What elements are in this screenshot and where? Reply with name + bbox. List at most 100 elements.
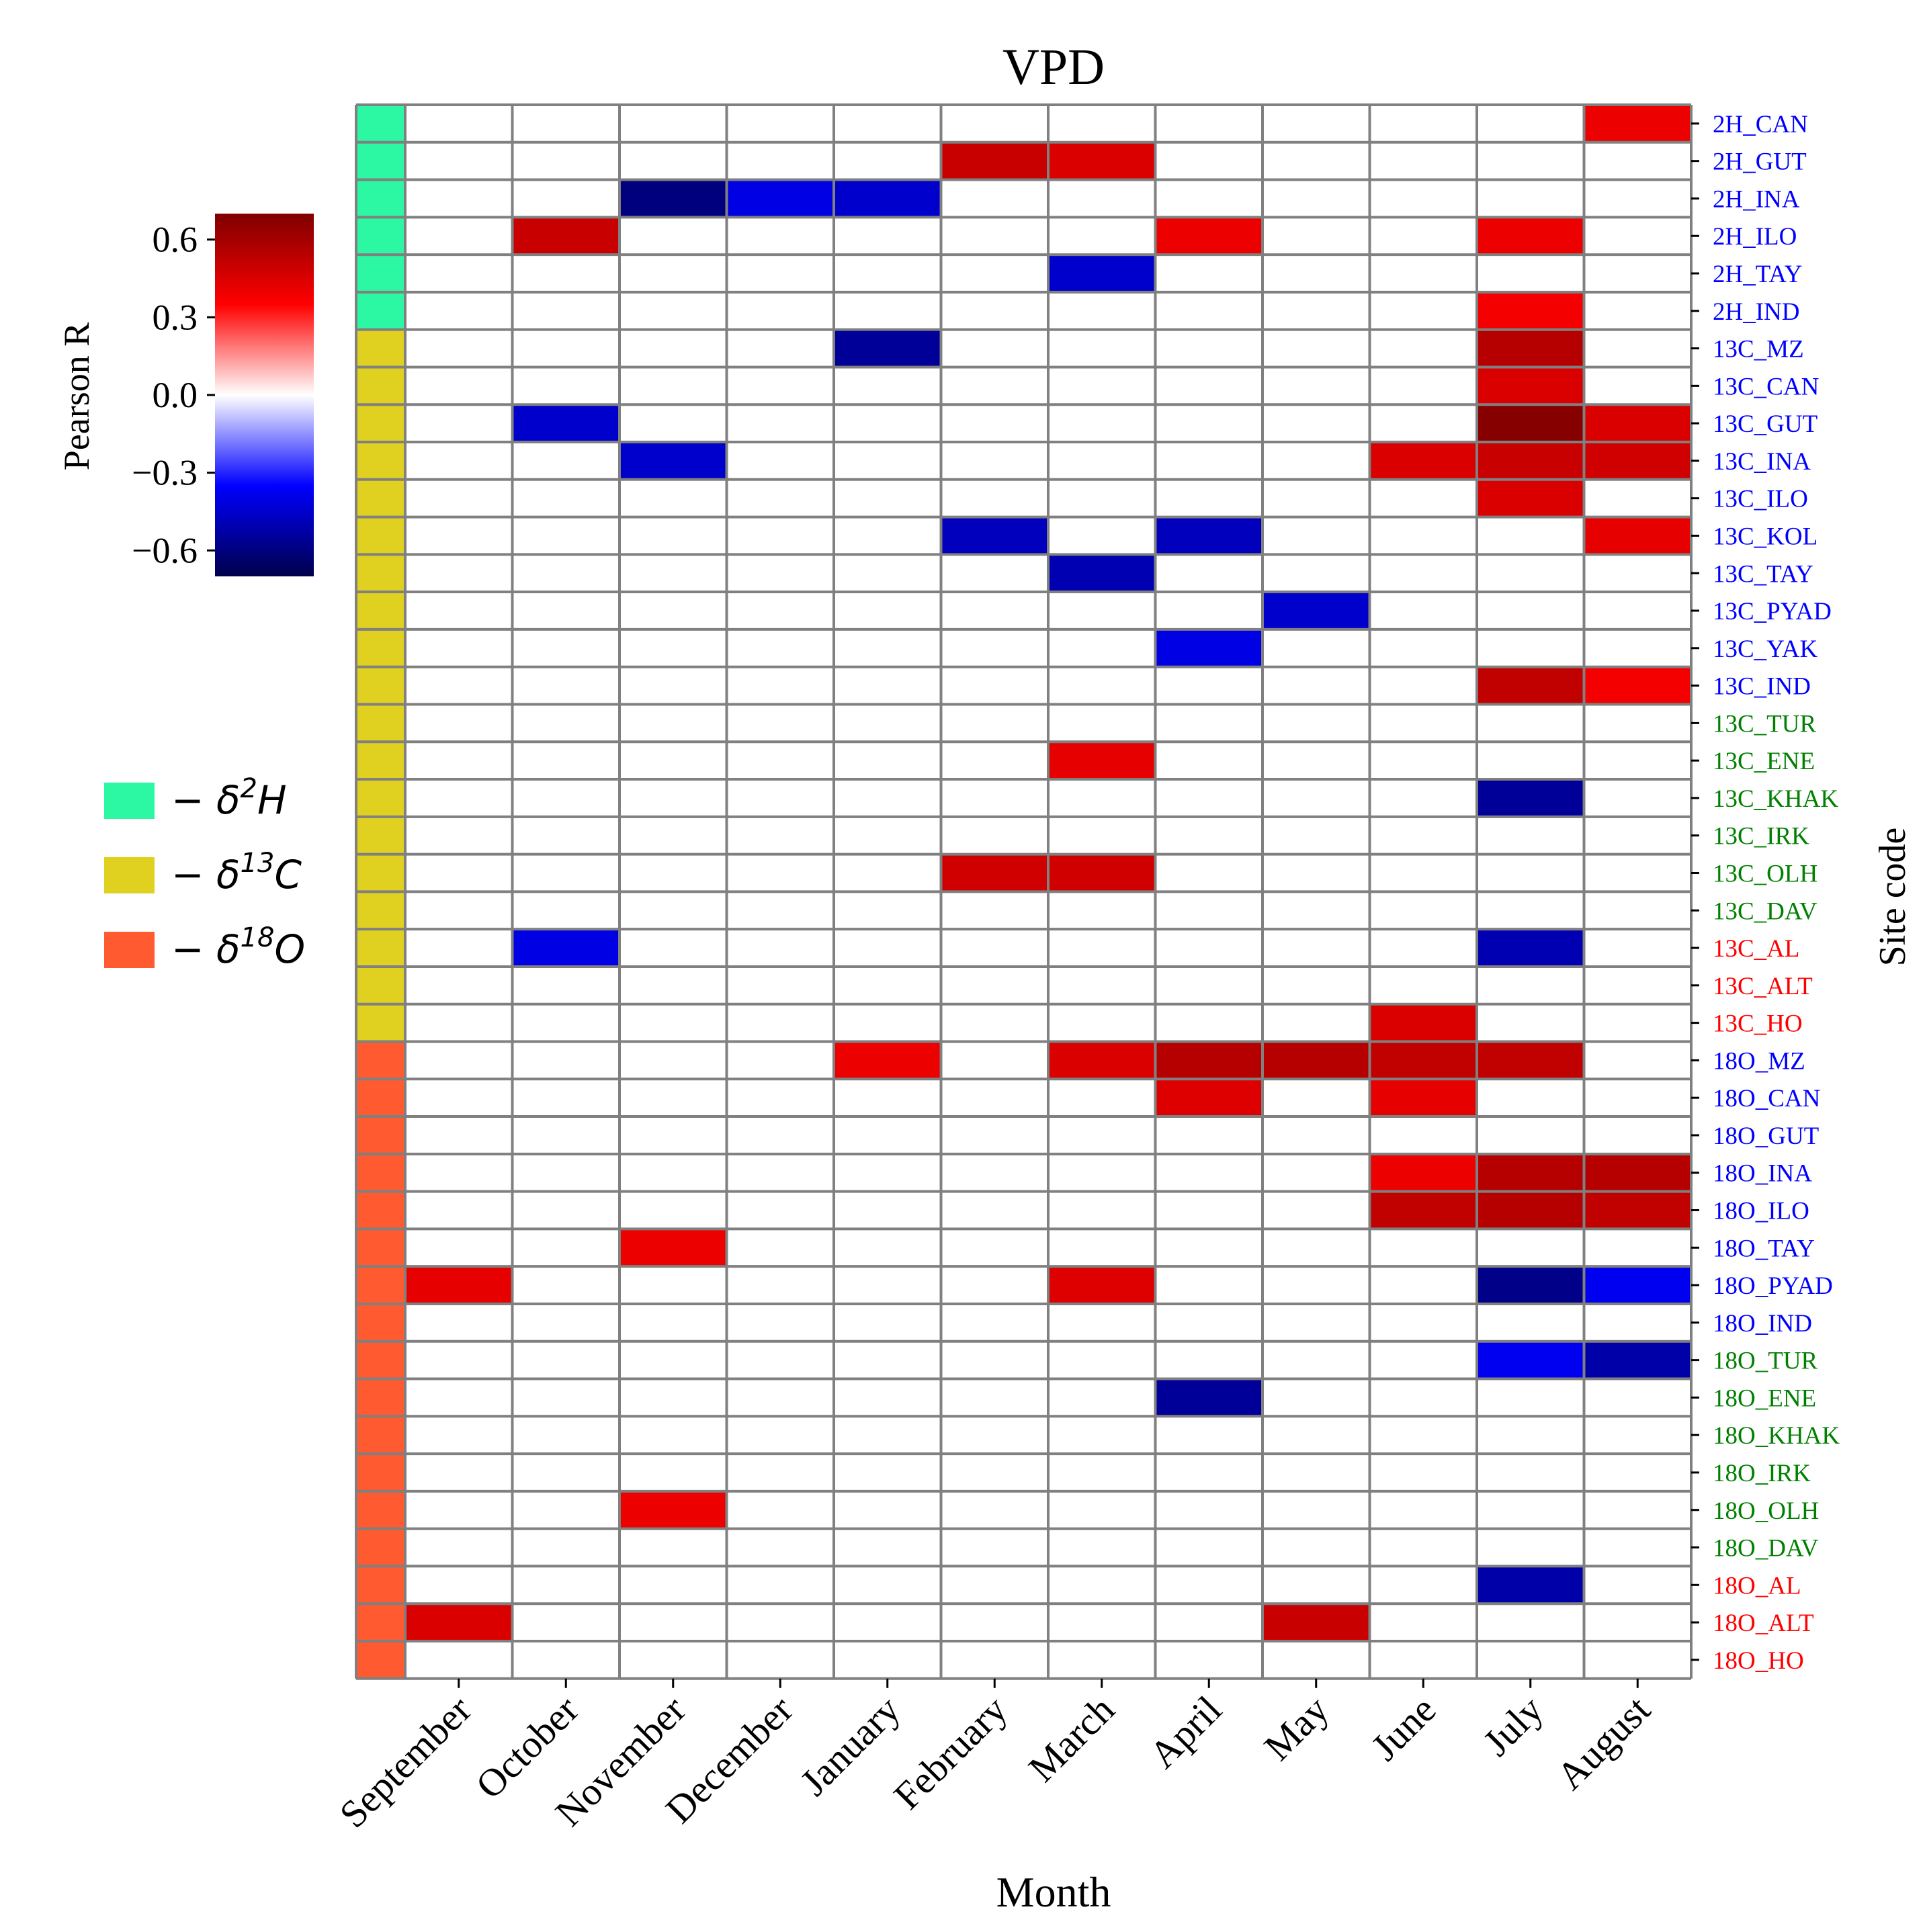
- x-tick-label: June: [1363, 1687, 1444, 1769]
- heatmap-cell: [834, 1041, 941, 1080]
- group-color-strip: [356, 105, 405, 1679]
- group-strip-cell: [356, 704, 405, 742]
- y-tick-label: 18O_PYAD: [1713, 1272, 1833, 1300]
- heatmap-cell: [1155, 629, 1263, 667]
- y-tick-label: 13C_HO: [1713, 1010, 1803, 1038]
- colorbar-label: Pearson R: [56, 322, 97, 470]
- heatmap-cell: [1477, 1341, 1584, 1379]
- heatmap-cell: [1477, 779, 1584, 817]
- heatmap-cell: [834, 179, 941, 218]
- heatmap-cell: [1048, 854, 1156, 892]
- heatmap-cell: [619, 179, 727, 218]
- heatmap-cell: [1584, 404, 1691, 443]
- heatmap-cell: [941, 854, 1048, 892]
- heatmap-cell: [1048, 142, 1156, 180]
- y-tick-label: 18O_OLH: [1713, 1497, 1819, 1525]
- y-tick-label: 18O_AL: [1713, 1572, 1801, 1599]
- heatmap-cell: [1477, 1266, 1584, 1304]
- group-strip-cell: [356, 1604, 405, 1641]
- group-strip-cell: [356, 292, 405, 330]
- heatmap-cell: [1369, 1153, 1477, 1192]
- group-strip-cell: [356, 1303, 405, 1342]
- colorbar-ticks: 0.6 0.3 0.0 −0.3 −0.6: [132, 220, 215, 570]
- x-tick-label: July: [1475, 1687, 1551, 1764]
- group-strip-cell: [356, 1004, 405, 1042]
- group-strip-cell: [356, 105, 405, 142]
- group-strip-cell: [356, 517, 405, 555]
- group-strip-cell: [356, 1491, 405, 1529]
- x-tick-label: May: [1256, 1687, 1337, 1769]
- heatmap-cell: [1155, 1079, 1263, 1117]
- group-strip-cell: [356, 1153, 405, 1192]
- y-tick-label: 13C_KOL: [1713, 523, 1817, 550]
- heatmap-cell: [726, 179, 834, 218]
- y-tick-label: 18O_ALT: [1713, 1610, 1814, 1637]
- colorbar: 0.6 0.3 0.0 −0.3 −0.6 Pearson R: [56, 214, 314, 576]
- heatmap-cell: [1477, 1041, 1584, 1080]
- group-strip-cell: [356, 1116, 405, 1154]
- heatmap-cell: [1048, 742, 1156, 780]
- legend-label: − δ18O: [171, 922, 305, 972]
- heatmap-cell: [405, 1604, 513, 1641]
- y-tick-label: 18O_ENE: [1713, 1385, 1816, 1412]
- y-tick-label: 2H_TAY: [1713, 261, 1802, 288]
- x-tick-label: February: [885, 1687, 1015, 1818]
- heatmap-cell: [1584, 105, 1691, 142]
- heatmap-cell: [619, 442, 727, 480]
- heatmap-cell: [1263, 1041, 1370, 1080]
- heatmap-cell: [834, 329, 941, 367]
- heatmap-cell: [1584, 1266, 1691, 1304]
- group-strip-cell: [356, 779, 405, 817]
- colorbar-tick-label: 0.0: [153, 375, 198, 415]
- heatmap-cell: [1477, 329, 1584, 367]
- legend-swatch: [104, 783, 155, 819]
- y-tick-label: 2H_INA: [1713, 185, 1800, 213]
- x-axis-label: Month: [996, 1868, 1111, 1916]
- heatmap-cell: [1477, 929, 1584, 967]
- heatmap-cell: [1263, 592, 1370, 629]
- group-strip-cell: [356, 404, 405, 443]
- y-tick-label: 13C_KHAK: [1713, 785, 1838, 813]
- heatmap-cell: [1048, 1041, 1156, 1080]
- legend-label: − δ2H: [171, 773, 287, 823]
- group-strip-cell: [356, 554, 405, 592]
- y-tick-label: 13C_MZ: [1713, 336, 1804, 363]
- group-strip-cell: [356, 1341, 405, 1379]
- y-tick-label: 13C_OLH: [1713, 860, 1817, 887]
- group-strip-cell: [356, 1640, 405, 1679]
- y-tick-label: 2H_GUT: [1713, 148, 1807, 176]
- group-strip-cell: [356, 367, 405, 405]
- heatmap-cells: [405, 105, 1691, 1641]
- group-strip-cell: [356, 479, 405, 517]
- group-strip-cell: [356, 742, 405, 780]
- heatmap-cell: [1477, 292, 1584, 330]
- y-tick-label: 13C_YAK: [1713, 635, 1818, 663]
- y-tick-label: 13C_TUR: [1713, 710, 1817, 738]
- group-strip-cell: [356, 966, 405, 1004]
- group-strip-cell: [356, 442, 405, 480]
- group-strip-cell: [356, 1416, 405, 1454]
- y-tick-label: 2H_IND: [1713, 298, 1799, 326]
- y-tick-label: 18O_ILO: [1713, 1198, 1809, 1225]
- y-tick-label: 18O_DAV: [1713, 1535, 1819, 1563]
- colorbar-tick-label: 0.3: [153, 297, 198, 337]
- heatmap-cell: [1477, 217, 1584, 255]
- y-tick-label: 13C_IND: [1713, 673, 1811, 701]
- group-strip-cell: [356, 1454, 405, 1491]
- heatmap-cell: [1584, 666, 1691, 705]
- y-tick-label: 18O_IND: [1713, 1310, 1812, 1337]
- y-axis-label: Site code: [1872, 828, 1914, 967]
- heatmap-cell: [619, 1491, 727, 1529]
- group-strip-cell: [356, 629, 405, 667]
- heatmap-cell: [1048, 1266, 1156, 1304]
- y-tick-label: 18O_TUR: [1713, 1348, 1818, 1375]
- group-strip-cell: [356, 854, 405, 892]
- group-strip-cell: [356, 891, 405, 930]
- heatmap-grid: [355, 103, 1693, 1680]
- y-tick-label: 2H_CAN: [1713, 111, 1808, 138]
- heatmap-cell: [1369, 1004, 1477, 1042]
- heatmap-cell: [405, 1266, 513, 1304]
- heatmap-cell: [512, 217, 619, 255]
- heatmap-cell: [1155, 1378, 1263, 1417]
- heatmap-cell: [1477, 404, 1584, 443]
